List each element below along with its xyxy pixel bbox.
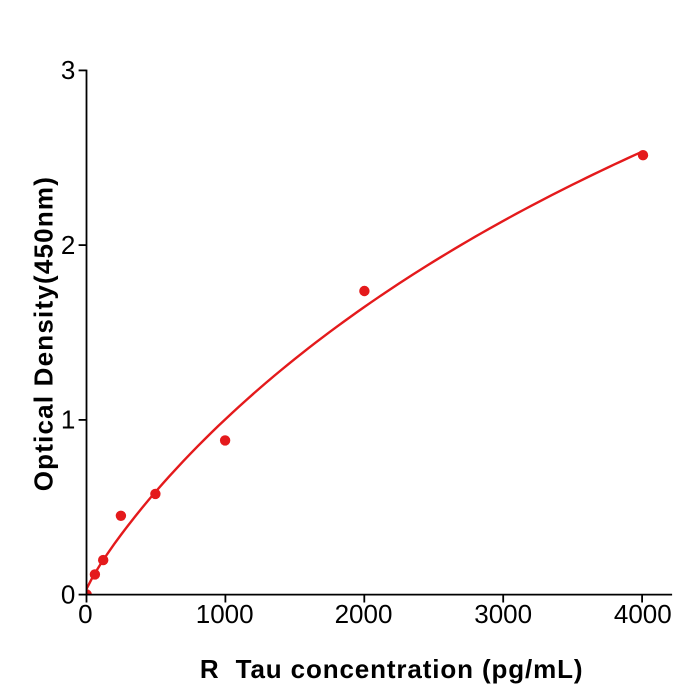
svg-text:2: 2 [61, 230, 75, 260]
svg-text:1: 1 [61, 405, 75, 435]
svg-text:R Tau concentration (pg/mL): R Tau concentration (pg/mL) [200, 654, 584, 684]
svg-text:Optical Density(450nm): Optical Density(450nm) [28, 176, 58, 491]
svg-text:1000: 1000 [196, 599, 254, 629]
svg-text:4000: 4000 [614, 599, 672, 629]
svg-text:0: 0 [78, 599, 92, 629]
svg-text:3000: 3000 [474, 599, 532, 629]
svg-text:0: 0 [61, 579, 75, 609]
svg-text:2000: 2000 [335, 599, 393, 629]
svg-text:3: 3 [61, 55, 75, 85]
